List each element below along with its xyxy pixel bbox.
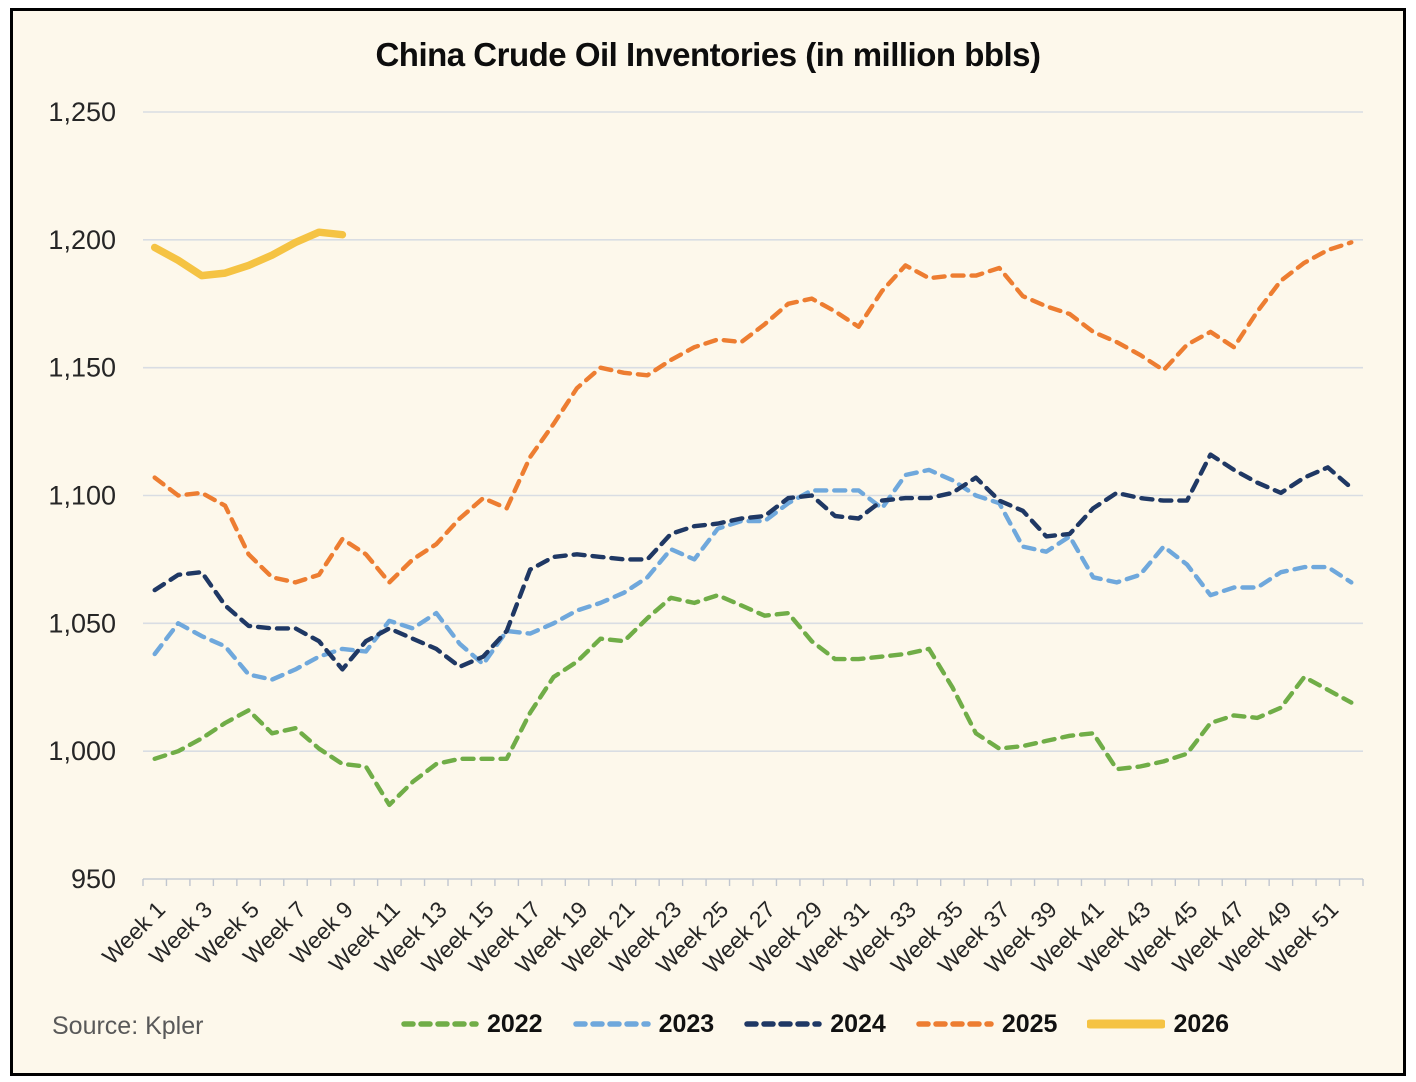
legend-swatch-2026 <box>1087 1019 1166 1029</box>
series-line-2024 <box>152 452 1354 672</box>
legend-item-2024: 2024 <box>744 1010 886 1039</box>
chart-title: China Crude Oil Inventories (in million … <box>375 36 1041 73</box>
y-tick-label: 1,100 <box>48 481 116 511</box>
legend-swatch-2022 <box>401 1021 479 1027</box>
legend-label-2023: 2023 <box>658 1009 715 1038</box>
legend-item-2022: 2022 <box>401 1010 543 1039</box>
series-line-2023 <box>152 467 1354 682</box>
x-axis-ticks <box>142 879 1364 886</box>
source-note: Source: Kpler <box>52 1012 204 1040</box>
series-line-2025 <box>152 240 1354 585</box>
y-tick-label: 1,150 <box>48 353 116 383</box>
series-line-2026 <box>150 228 347 280</box>
legend-label-2025: 2025 <box>1001 1009 1058 1038</box>
legend-item-2023: 2023 <box>572 1009 715 1039</box>
y-axis-labels: 950 1,000 1,050 1,100 1,150 1,200 1,250 <box>48 97 116 894</box>
legend-label-2026: 2026 <box>1173 1009 1230 1038</box>
legend-swatch-2025 <box>916 1021 994 1027</box>
y-tick-label: 1,000 <box>48 736 116 766</box>
y-tick-label: 950 <box>71 864 116 894</box>
legend-label-2024: 2024 <box>830 1009 886 1038</box>
legend-item-2026: 2026 <box>1087 1010 1229 1039</box>
y-tick-label: 1,200 <box>48 225 116 255</box>
y-tick-label: 1,250 <box>48 97 116 127</box>
legend-swatch-2024 <box>744 1021 822 1027</box>
legend-item-2025: 2025 <box>916 1009 1058 1039</box>
gridlines <box>143 111 1363 880</box>
y-tick-label: 1,050 <box>48 608 116 638</box>
legend-label-2022: 2022 <box>486 1009 543 1038</box>
series-line-2022 <box>152 593 1354 808</box>
legend-swatch-2023 <box>572 1021 651 1027</box>
chart-legend: 2022 2023 2024 2025 2026 <box>270 1000 1360 1048</box>
